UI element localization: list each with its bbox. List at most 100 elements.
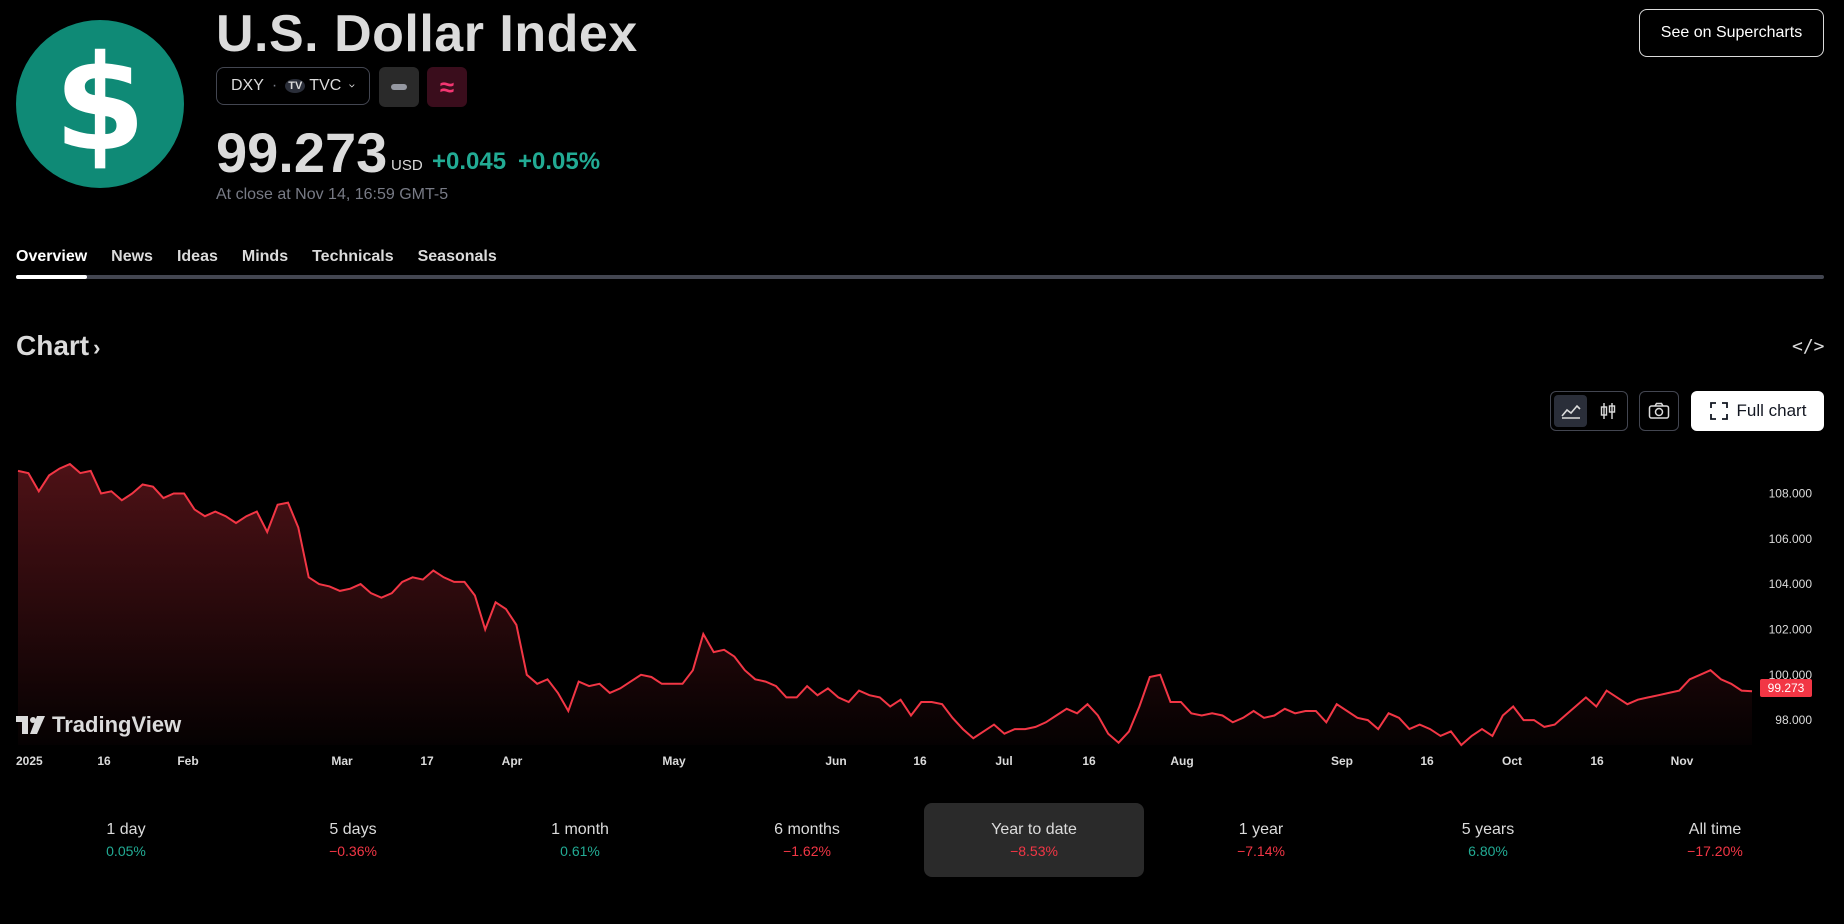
approximate-data-badge[interactable]: ≈	[427, 67, 467, 107]
tab-seasonals[interactable]: Seasonals	[417, 248, 497, 265]
y-axis: 108.000 106.000 104.000 102.000 100.000 98.00…	[1769, 487, 1813, 728]
x-tick-label: Jun	[825, 754, 846, 768]
x-tick-label: Apr	[502, 754, 523, 768]
price-currency: USD	[391, 157, 423, 174]
x-tick-label: Feb	[177, 754, 198, 768]
market-close-note: At close at Nov 14, 16:59 GMT-5	[216, 186, 449, 203]
tab-ideas[interactable]: Ideas	[176, 248, 218, 265]
page-title: U.S. Dollar Index	[216, 5, 638, 63]
fullscreen-icon	[1709, 402, 1728, 420]
tradingview-logo-icon	[16, 716, 45, 734]
tab-technicals[interactable]: Technicals	[312, 248, 394, 265]
period-label: Year to date	[991, 821, 1077, 838]
last-price: 99.273	[216, 121, 388, 184]
section-tabs: Overview News Ideas Minds Technicals Sea…	[16, 248, 521, 266]
y-tick-label: 104.000	[1769, 577, 1813, 591]
x-axis: 2025 16 Feb Mar 17 Apr May Jun 16 Jul 16 Aug Sep 16 Oc…	[16, 754, 1694, 768]
period-change-value: 6.80%	[1468, 843, 1508, 859]
full-chart-label: Full chart	[1736, 401, 1807, 420]
embed-code-icon[interactable]: </>	[1792, 336, 1825, 357]
y-tick-label: 98.000	[1775, 713, 1812, 727]
x-tick-label: Mar	[331, 754, 353, 768]
period-button-7[interactable]: All time −17.20%	[1605, 803, 1825, 877]
tradingview-watermark: TradingView	[16, 712, 181, 738]
period-label: 1 year	[1238, 821, 1284, 838]
period-change-value: −17.20%	[1687, 843, 1743, 859]
approx-icon: ≈	[439, 71, 455, 102]
last-price-label: 99.273	[1768, 681, 1805, 695]
x-tick-label: 16	[97, 754, 111, 768]
y-tick-label: 100.000	[1769, 668, 1813, 682]
period-change-value: 0.05%	[106, 843, 146, 859]
watermark-text: TradingView	[52, 712, 182, 737]
x-tick-label: Aug	[1170, 754, 1193, 768]
camera-icon	[1648, 402, 1670, 419]
period-button-4[interactable]: Year to date −8.53%	[924, 803, 1144, 877]
price-area-chart[interactable]: 108.000 106.000 104.000 102.000 100.000 98.00…	[0, 455, 1844, 775]
chevron-down-icon	[349, 84, 355, 88]
chart-heading-label: Chart	[16, 330, 90, 361]
exchange-logo-icon: TV	[285, 79, 306, 93]
period-button-3[interactable]: 6 months −1.62%	[697, 803, 917, 877]
chart-section-heading[interactable]: Chart ›	[16, 330, 100, 362]
see-on-supercharts-button[interactable]: See on Supercharts	[1639, 9, 1824, 57]
period-performance-bar: 1 day 0.05% 5 days −0.36% 1 month 0.61% 6 mont…	[16, 803, 1824, 877]
price-line	[17, 462, 1753, 747]
y-tick-label: 108.000	[1769, 487, 1813, 501]
dollar-logo-glyph: $	[54, 27, 146, 181]
tabs-underline	[16, 275, 1824, 279]
period-button-5[interactable]: 1 year −7.14%	[1151, 803, 1371, 877]
period-label: 1 day	[106, 821, 146, 838]
candles-chart-button[interactable]	[1591, 395, 1624, 427]
symbol-selector-button[interactable]: DXY · TV TVC	[216, 67, 370, 105]
period-change-value: −8.53%	[1010, 843, 1058, 859]
x-tick-label: 16	[1420, 754, 1434, 768]
period-label: 5 years	[1461, 821, 1515, 838]
x-tick-label: 16	[913, 754, 927, 768]
period-button-0[interactable]: 1 day 0.05%	[16, 803, 236, 877]
period-button-6[interactable]: 5 years 6.80%	[1378, 803, 1598, 877]
x-tick-label: Jul	[995, 754, 1012, 768]
price-change-percent: +0.05%	[518, 148, 601, 175]
period-label: 1 month	[551, 821, 609, 838]
y-tick-label: 102.000	[1769, 622, 1813, 636]
period-change-value: −1.62%	[783, 843, 831, 859]
x-tick-label: May	[662, 754, 686, 768]
snapshot-button[interactable]	[1639, 391, 1679, 431]
period-label: 5 days	[329, 821, 377, 838]
price-change: +0.045	[432, 148, 507, 175]
x-tick-label: 2025	[16, 754, 43, 768]
x-tick-label: Sep	[1331, 754, 1353, 768]
candlestick-icon	[1600, 403, 1615, 419]
symbol-logo: $	[16, 20, 184, 188]
period-change-value: 0.61%	[560, 843, 600, 859]
exchange-name: TVC	[309, 77, 342, 94]
symbol-ticker: DXY	[231, 77, 264, 94]
active-tab-indicator	[16, 275, 87, 279]
area-chart-icon	[1560, 404, 1581, 419]
period-button-2[interactable]: 1 month 0.61%	[470, 803, 690, 877]
market-status-badge[interactable]	[379, 67, 419, 107]
x-tick-label: 17	[420, 754, 434, 768]
period-label: All time	[1688, 821, 1742, 838]
separator-dot: ·	[271, 77, 278, 94]
chevron-right-icon: ›	[93, 335, 101, 360]
x-tick-label: 16	[1590, 754, 1604, 768]
x-tick-label: Oct	[1502, 754, 1522, 768]
price-area-fill	[18, 464, 1752, 745]
period-change-value: −0.36%	[329, 843, 377, 859]
chart-style-toggle	[1550, 391, 1628, 431]
full-chart-button[interactable]: Full chart	[1691, 391, 1824, 431]
tab-minds[interactable]: Minds	[241, 248, 289, 265]
period-change-value: −7.14%	[1237, 843, 1285, 859]
minus-icon	[391, 84, 407, 90]
tab-news[interactable]: News	[111, 248, 153, 265]
period-label: 6 months	[774, 821, 840, 838]
y-tick-label: 106.000	[1769, 532, 1813, 546]
tab-overview[interactable]: Overview	[16, 248, 88, 265]
x-tick-label: Nov	[1671, 754, 1694, 768]
x-tick-label: 16	[1082, 754, 1096, 768]
area-chart-button[interactable]	[1554, 395, 1587, 427]
period-button-1[interactable]: 5 days −0.36%	[243, 803, 463, 877]
last-price-marker	[1760, 679, 1812, 697]
